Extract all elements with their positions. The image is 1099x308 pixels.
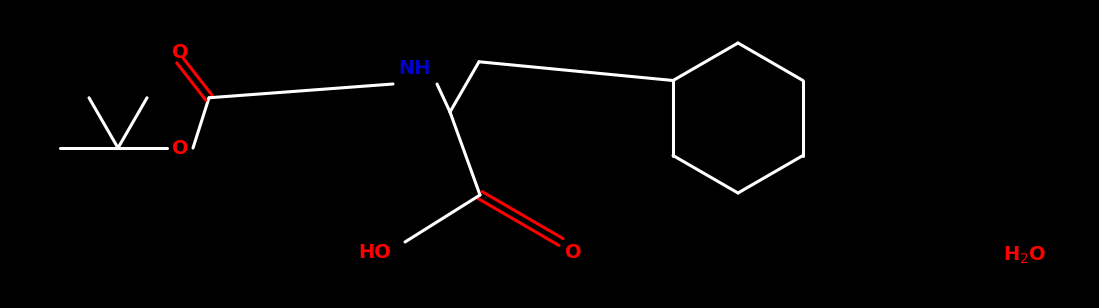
Text: O: O (171, 43, 188, 62)
Text: NH: NH (399, 59, 431, 78)
Text: O: O (565, 242, 581, 261)
Text: O: O (171, 139, 188, 157)
Text: HO: HO (358, 242, 391, 261)
Text: H$_2$O: H$_2$O (1003, 244, 1046, 265)
